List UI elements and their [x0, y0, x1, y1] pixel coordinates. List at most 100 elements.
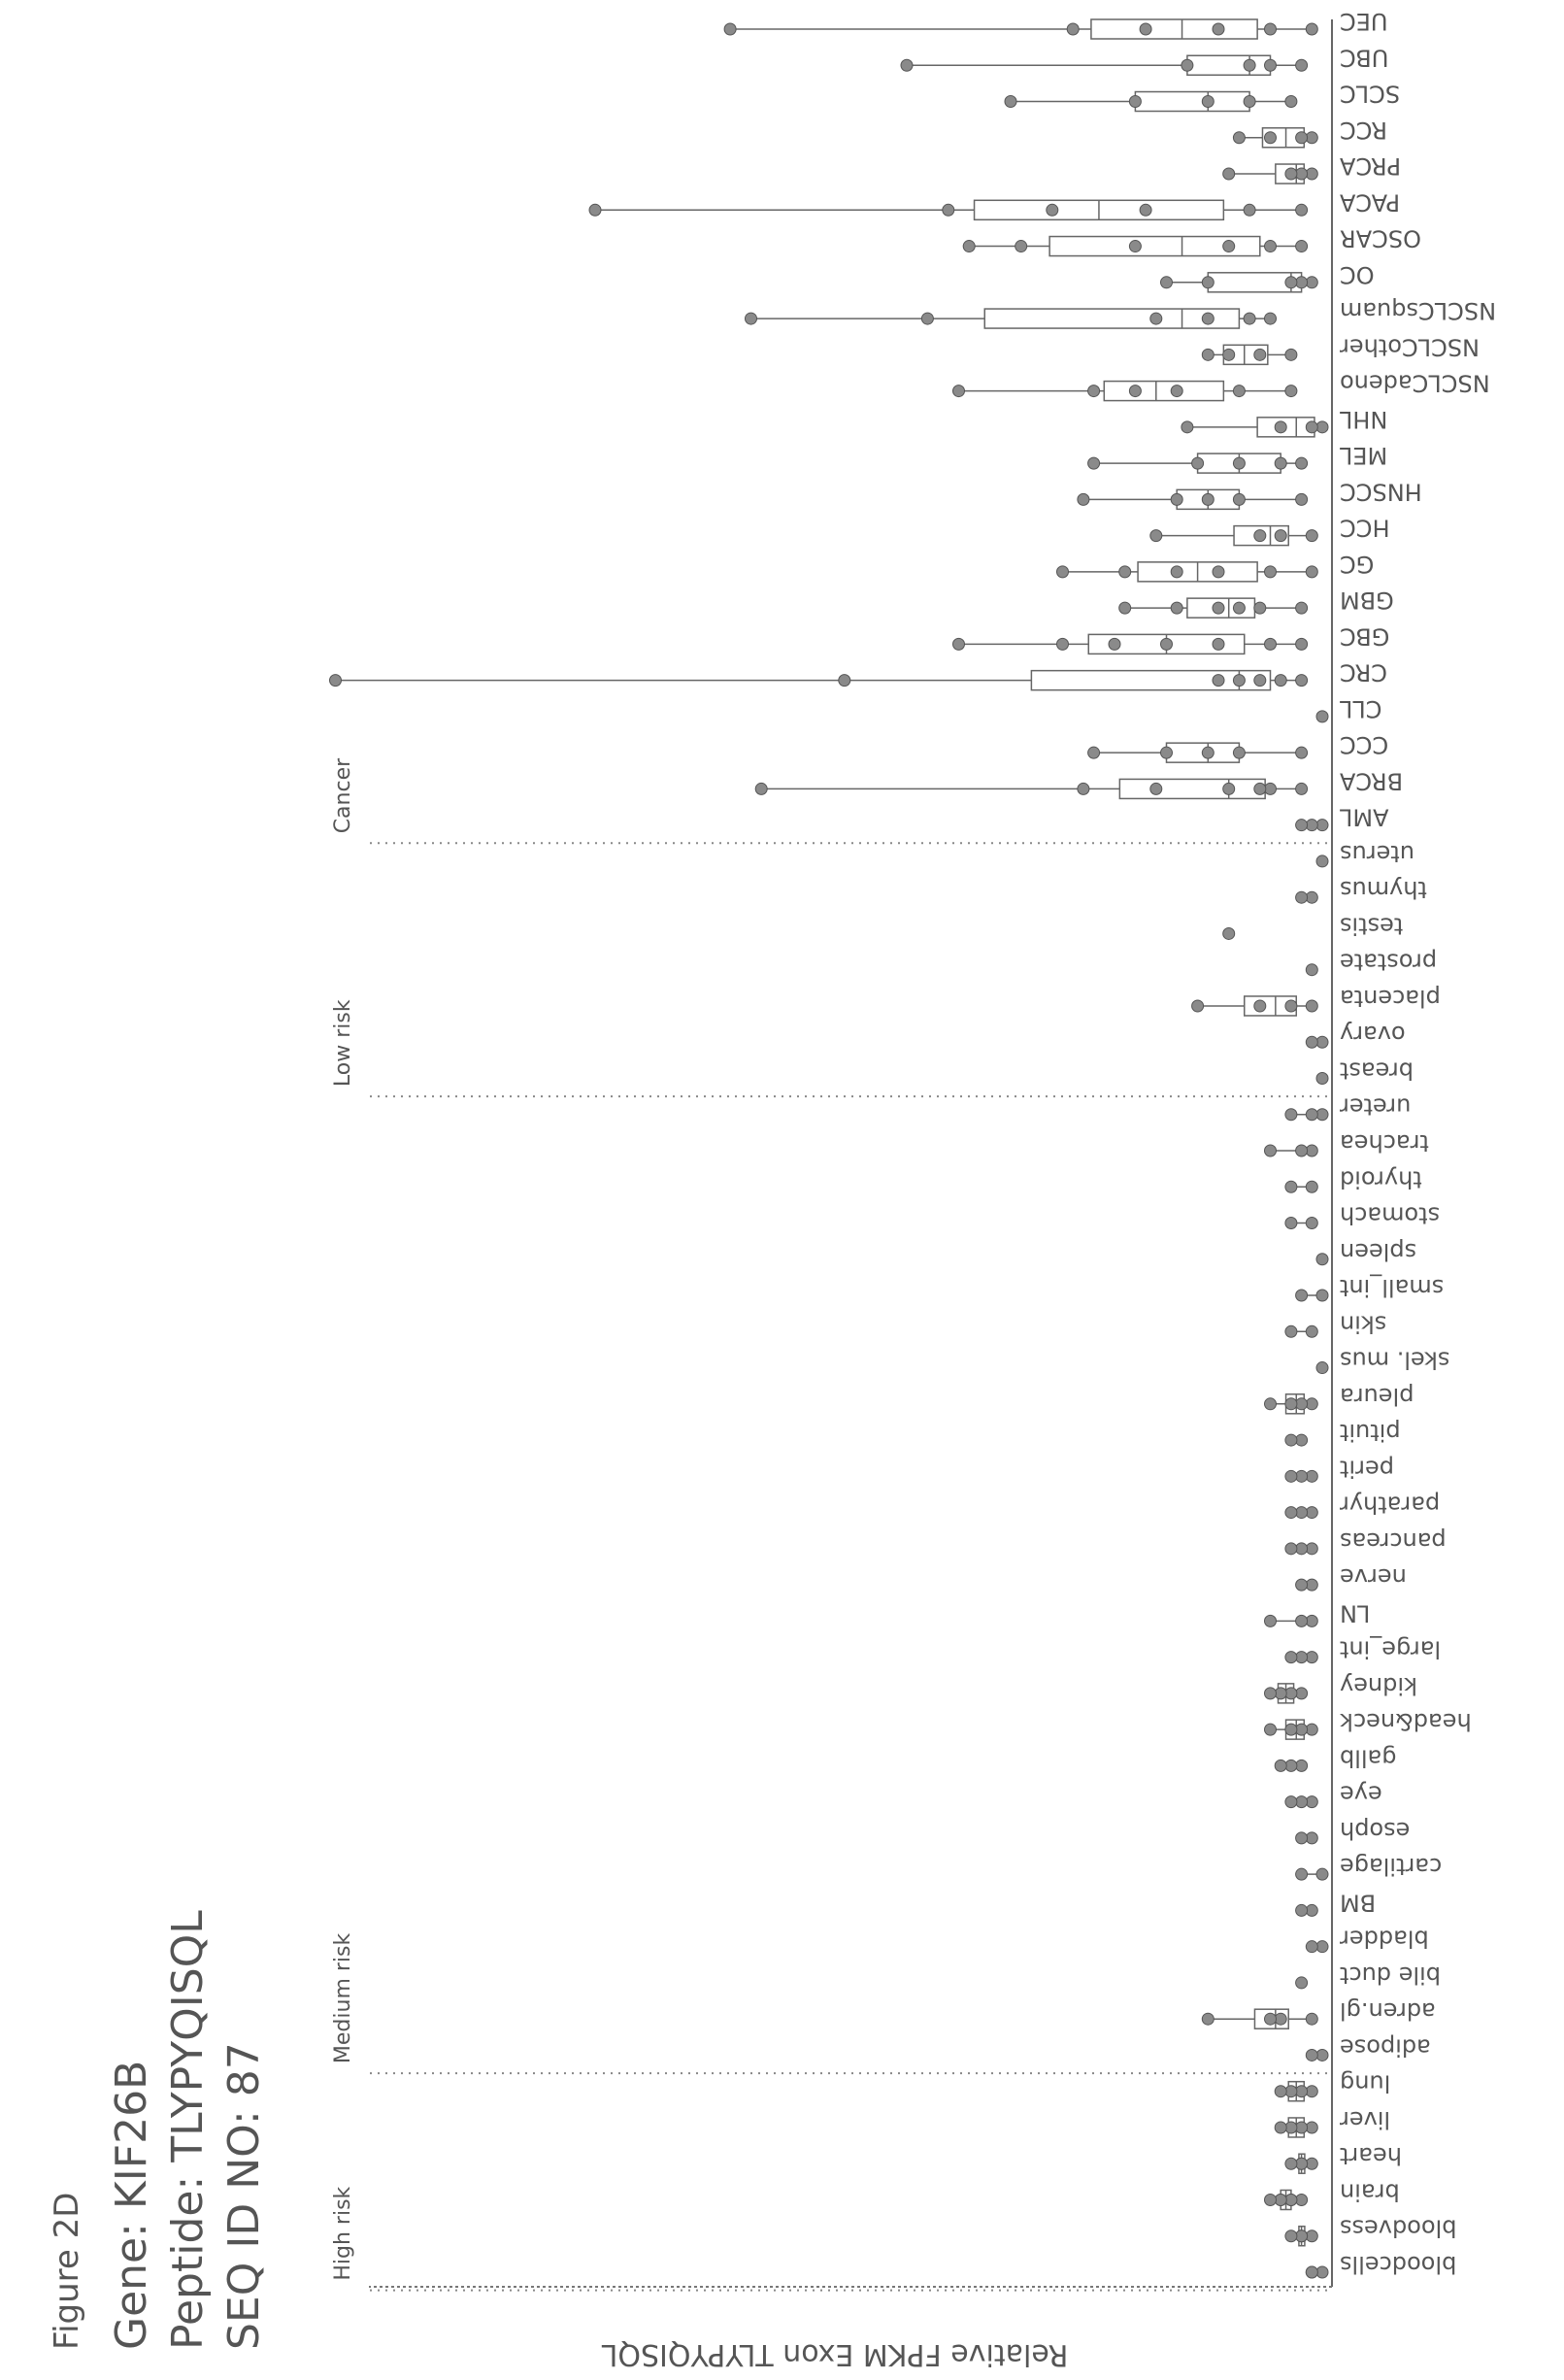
category-series — [588, 199, 1309, 221]
category-label: gallb — [1340, 1744, 1397, 1771]
data-point — [1284, 385, 1298, 398]
category-label: NSCLCother — [1340, 333, 1480, 360]
category-label: bladder — [1340, 1926, 1429, 1953]
category-series — [1118, 597, 1309, 619]
category-label: spleen — [1340, 1238, 1416, 1265]
category-label: HCC — [1340, 515, 1390, 542]
data-point — [1295, 601, 1309, 615]
category-series — [1305, 1940, 1329, 1954]
data-point — [1222, 926, 1236, 940]
data-point — [1128, 95, 1142, 109]
category-label: nerve — [1340, 1563, 1407, 1591]
box — [983, 308, 1241, 329]
data-point — [1315, 1289, 1329, 1302]
data-point — [1315, 855, 1329, 868]
data-point — [1305, 2048, 1318, 2062]
data-point — [1284, 95, 1298, 109]
data-point — [1087, 456, 1101, 470]
figure-caption: Figure 2D Gene: KIF26B Peptide: TLYPYQIS… — [48, 1910, 269, 2350]
group-label: Cancer — [331, 757, 355, 833]
data-point — [1284, 2229, 1298, 2243]
plot-area — [329, 18, 1329, 2279]
data-point — [1295, 1144, 1309, 1157]
category-label: ovary — [1340, 1021, 1406, 1048]
data-point — [1315, 710, 1329, 723]
data-point — [1305, 2121, 1318, 2134]
category-series — [1295, 1903, 1318, 1917]
category-label: NHL — [1339, 406, 1387, 433]
data-point — [952, 637, 965, 651]
data-point — [1139, 203, 1152, 217]
category-series — [1087, 742, 1309, 763]
data-point — [1305, 22, 1318, 36]
data-point — [1160, 746, 1173, 759]
data-point — [1305, 1614, 1318, 1627]
category-series — [745, 308, 1277, 329]
category-series — [1274, 1759, 1309, 1772]
category-series — [1315, 1361, 1329, 1375]
data-point — [1181, 58, 1194, 72]
data-point — [1284, 1795, 1298, 1809]
data-point — [745, 312, 757, 325]
data-point — [1160, 637, 1173, 651]
category-label: prostate — [1340, 949, 1437, 976]
category-series — [1305, 2265, 1329, 2279]
data-point — [1305, 1469, 1318, 1483]
category-series — [1284, 1108, 1329, 1122]
category-label: adren.gl — [1340, 1997, 1436, 2025]
category-series — [1004, 90, 1298, 113]
data-point — [1284, 1108, 1298, 1122]
data-point — [1253, 529, 1267, 543]
category-label: CLL — [1339, 695, 1381, 722]
data-point — [1305, 1397, 1318, 1411]
data-point — [1222, 348, 1236, 361]
group-label: Medium risk — [331, 1933, 355, 2064]
category-series — [1295, 890, 1318, 904]
data-point — [1077, 782, 1090, 795]
y-axis-label: Relative FPKM Exon TLYPYQISQL — [601, 2337, 1068, 2371]
box — [1186, 54, 1272, 77]
data-point — [1295, 746, 1309, 759]
category-series — [1264, 1614, 1318, 1627]
data-point — [1170, 565, 1183, 579]
data-point — [1253, 348, 1267, 361]
data-point — [754, 782, 768, 795]
data-point — [1305, 1903, 1318, 1917]
data-point — [1149, 529, 1163, 543]
data-point — [1253, 782, 1267, 795]
category-label: PACA — [1339, 188, 1400, 216]
category-label: breast — [1340, 1056, 1414, 1084]
data-point — [1305, 1035, 1318, 1049]
data-point — [1295, 1289, 1309, 1302]
category-label: OC — [1340, 261, 1375, 288]
data-point — [1212, 674, 1225, 687]
category-label: pleura — [1340, 1383, 1414, 1410]
data-point — [1295, 456, 1309, 470]
data-point — [1284, 2085, 1298, 2098]
data-point — [1264, 1723, 1277, 1736]
data-point — [1201, 746, 1215, 759]
data-point — [1191, 999, 1205, 1013]
data-point — [1253, 601, 1267, 615]
data-point — [1284, 1687, 1298, 1700]
data-point — [1284, 1180, 1298, 1193]
data-point — [942, 203, 955, 217]
group-dividers — [369, 842, 1327, 2292]
data-point — [1232, 492, 1246, 506]
category-series — [1087, 453, 1309, 474]
data-point — [1284, 1433, 1298, 1447]
category-series — [1264, 1683, 1309, 1704]
data-point — [1284, 1651, 1298, 1664]
category-label: bile duct — [1340, 1961, 1441, 1989]
category-series — [1295, 819, 1329, 832]
data-point — [1264, 1397, 1277, 1411]
data-point — [1305, 1940, 1318, 1954]
data-point — [1201, 2012, 1215, 2026]
data-point — [1315, 1071, 1329, 1085]
category-label: BRCA — [1339, 767, 1403, 794]
data-point — [1212, 637, 1225, 651]
category-series — [1222, 163, 1318, 184]
data-point — [1253, 999, 1267, 1013]
category-label: OSCAR — [1340, 225, 1421, 252]
category-series — [1274, 2117, 1318, 2138]
